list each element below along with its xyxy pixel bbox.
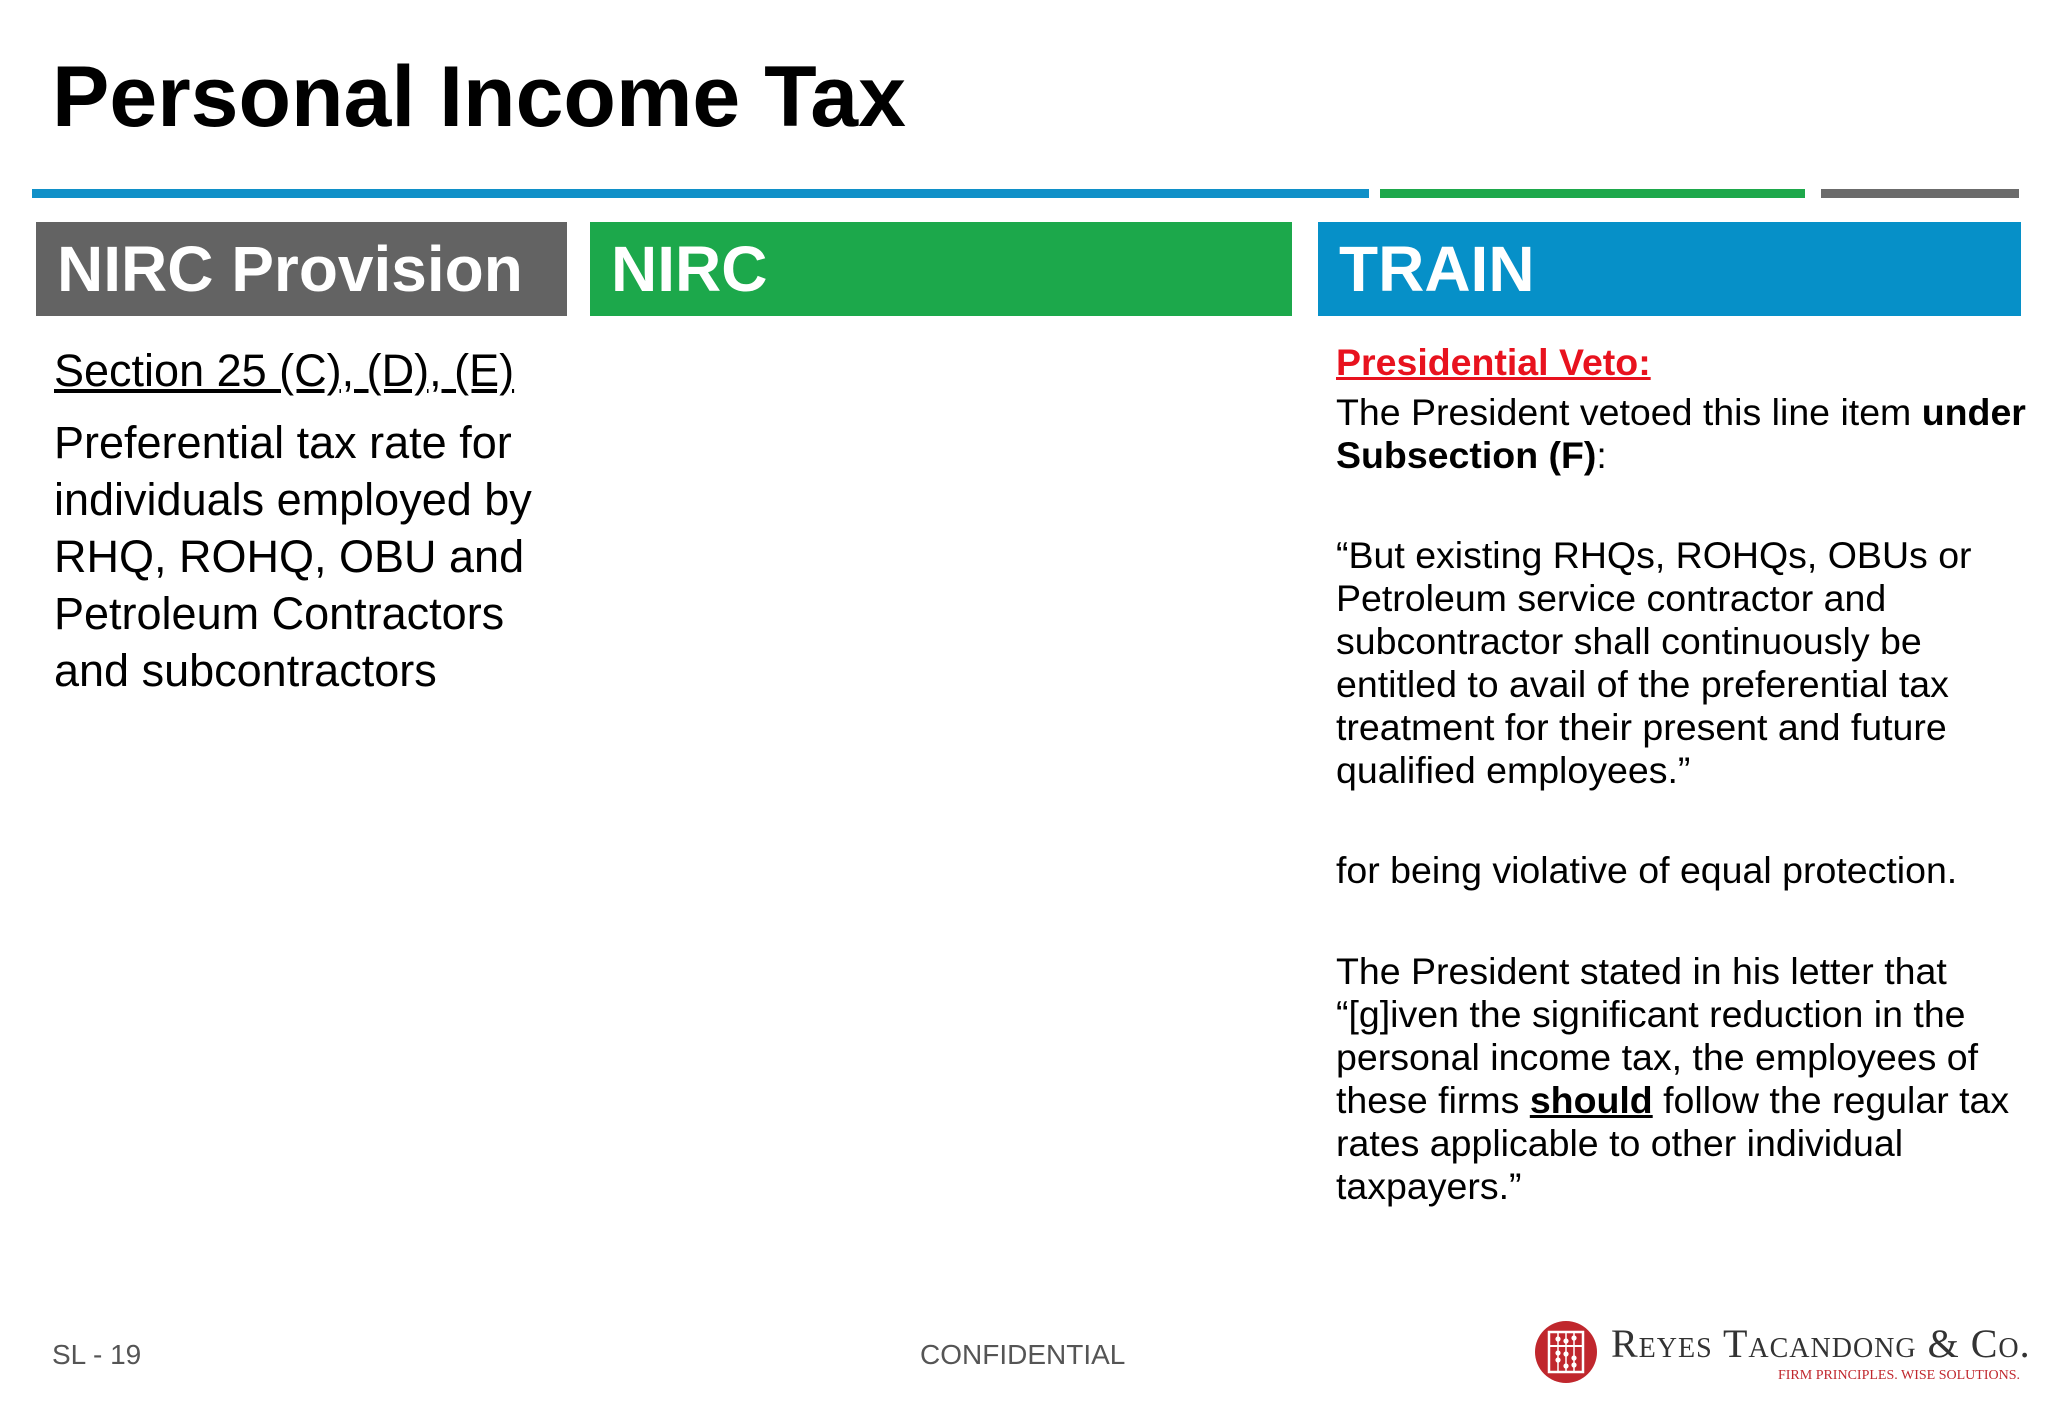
- green-divider: [1380, 189, 1805, 198]
- blue-divider: [32, 189, 1369, 198]
- letter-text-start: The President stated in his letter that …: [1336, 950, 1979, 1121]
- header-nirc: NIRC: [590, 222, 1292, 316]
- president-letter-quote: The President stated in his letter that …: [1336, 950, 2036, 1208]
- company-logo: Reyes Tacandong & Co. FIRM PRINCIPLES. W…: [1534, 1320, 2030, 1390]
- veto-statement: The President vetoed this line item unde…: [1336, 391, 2036, 477]
- presidential-veto-label: Presidential Veto:: [1336, 341, 1651, 383]
- letter-emphasis: should: [1529, 1079, 1653, 1121]
- header-train: TRAIN: [1318, 222, 2021, 316]
- vetoed-quote: “But existing RHQs, ROHQs, OBUs or Petro…: [1336, 534, 1972, 791]
- veto-reason: for being violative of equal protection.: [1336, 849, 1958, 891]
- gray-divider: [1821, 189, 2019, 198]
- veto-statement-text: The President vetoed this line item: [1336, 391, 1922, 433]
- veto-statement-colon: :: [1596, 434, 1607, 476]
- company-name: Reyes Tacandong & Co.: [1611, 1321, 2031, 1366]
- company-tagline: FIRM PRINCIPLES. WISE SOLUTIONS.: [1777, 1368, 2020, 1383]
- subsection-reference: under Subsection (F): [1336, 391, 2026, 476]
- slide-number: SL - 19: [52, 1339, 142, 1370]
- abacus-logo-icon: [1535, 1321, 1597, 1383]
- confidential-label: CONFIDENTIAL: [920, 1339, 1126, 1370]
- provision-description: Preferential tax rate for individuals em…: [54, 417, 532, 696]
- section-reference: Section 25 (C), (D), (E): [54, 345, 515, 396]
- slide-title: Personal Income Tax: [52, 49, 906, 145]
- letter-text-end: follow the regular tax rates applicable …: [1336, 1079, 2010, 1207]
- header-nirc-provision: NIRC Provision: [36, 222, 567, 316]
